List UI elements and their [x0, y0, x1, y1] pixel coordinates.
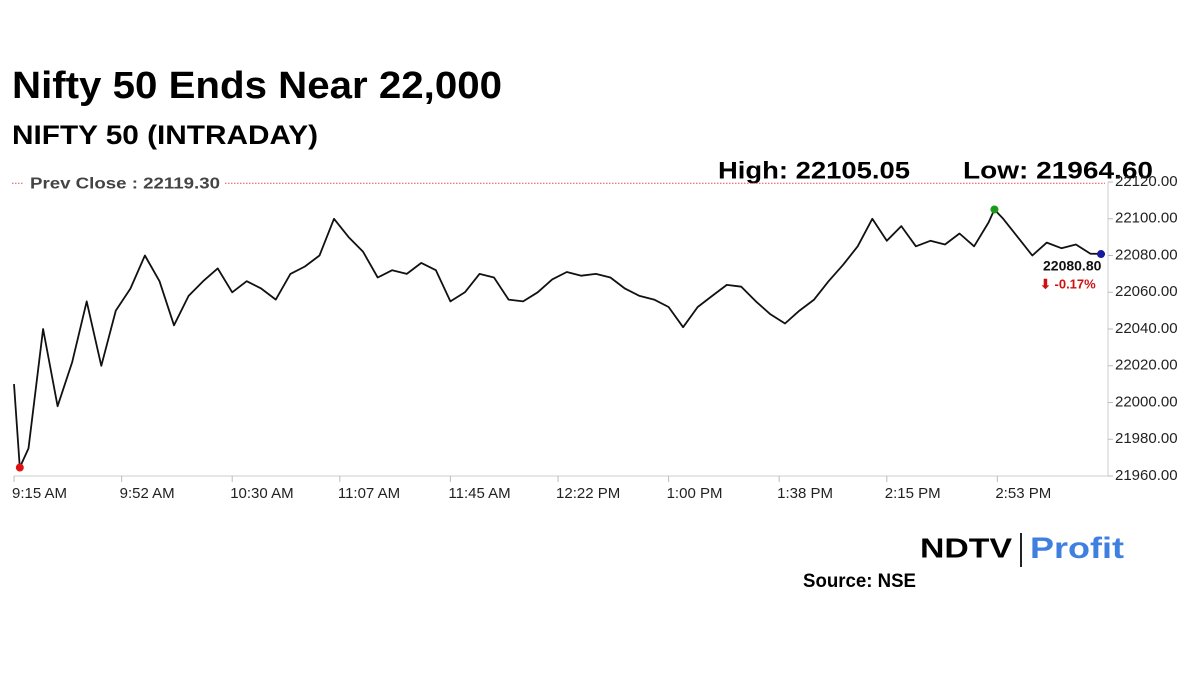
y-tick-label: 22080.00 [1115, 246, 1178, 263]
y-tick-label: 22100.00 [1115, 210, 1178, 227]
low-label: Low: 21964.60 [963, 157, 1153, 184]
chart-subtitle: NIFTY 50 (INTRADAY) [12, 120, 318, 150]
prev-close-label: Prev Close : 22119.30 [30, 176, 220, 193]
last-label: 22080.80 [1043, 258, 1102, 274]
x-tick-label: 1:00 PM [667, 485, 723, 502]
x-tick-label: 11:45 AM [448, 485, 510, 502]
x-tick-label: 9:15 AM [12, 485, 67, 502]
y-tick-label: 22020.00 [1115, 357, 1178, 374]
logo-right: Profit [1030, 532, 1124, 565]
prev-close-bg [24, 173, 224, 194]
x-tick-label: 10:30 AM [230, 485, 293, 502]
y-tick-label: 22120.00 [1115, 173, 1178, 190]
x-tick-label: 2:53 PM [995, 485, 1051, 502]
logo-divider [1020, 533, 1022, 567]
x-tick-label: 11:07 AM [338, 485, 400, 502]
high-label: High: 22105.05 [718, 157, 910, 184]
price-line [13, 208, 1106, 469]
x-tick-label: 2:15 PM [885, 485, 941, 502]
last-dot [1097, 250, 1105, 259]
change-label: ⬇ -0.17% [1040, 276, 1096, 291]
x-tick-label: 9:52 AM [120, 485, 175, 502]
y-tick-label: 21960.00 [1115, 467, 1178, 484]
source: Source: NSE [803, 571, 916, 592]
chart-title: Nifty 50 Ends Near 22,000 [12, 65, 502, 107]
high-dot [990, 205, 999, 214]
logo-left: NDTV [920, 532, 1012, 563]
y-tick-label: 22000.00 [1115, 393, 1178, 410]
low-dot [15, 463, 24, 472]
y-tick-label: 22040.00 [1115, 320, 1178, 337]
x-tick-label: 1:38 PM [777, 485, 833, 502]
y-tick-label: 22060.00 [1115, 283, 1178, 300]
last-label-bg [1040, 258, 1106, 295]
y-tick-label: 21980.00 [1115, 430, 1178, 447]
x-tick-label: 12:22 PM [556, 485, 620, 502]
